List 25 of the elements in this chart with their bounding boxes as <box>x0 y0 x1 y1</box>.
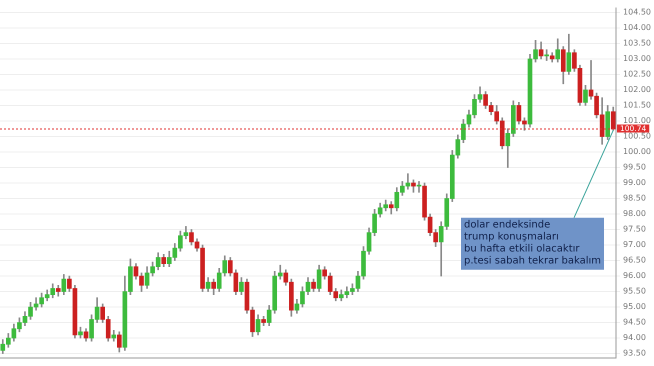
y-tick-label: 102.00 <box>623 85 652 94</box>
y-tick-label: 104.50 <box>623 8 652 17</box>
y-tick-label: 102.50 <box>623 70 652 79</box>
y-tick-label: 100.00 <box>623 147 652 156</box>
y-tick-label: 104.00 <box>623 23 652 32</box>
y-tick-label: 95.00 <box>623 302 646 312</box>
y-tick-label: 98.00 <box>623 209 646 218</box>
y-tick-label: 94.50 <box>623 318 646 327</box>
y-tick-label: 99.00 <box>623 178 646 188</box>
y-tick-label: 97.00 <box>623 240 646 250</box>
y-tick-label: 98.50 <box>623 194 646 203</box>
y-tick-label: 96.50 <box>623 256 646 265</box>
candlestick <box>416 181 422 193</box>
y-tick-label: 95.50 <box>623 286 646 296</box>
y-tick-label: 101.00 <box>623 116 652 126</box>
y-tick-label: 103.00 <box>623 54 652 64</box>
annotation: dolar endeksinde trump konuşmaları bu hafta etkili olacaktır p.tesi sabah tekrar bakalım <box>464 219 602 266</box>
y-tick-label: 97.50 <box>623 224 646 234</box>
y-tick-label: 99.50 <box>623 162 646 172</box>
y-tick-label: 93.50 <box>623 348 646 358</box>
y-tick-label: 101.50 <box>623 100 652 110</box>
y-tick-label: 100.50 <box>623 132 652 141</box>
y-tick-label: 103.50 <box>623 38 652 48</box>
y-tick-label: 94.00 <box>623 333 646 342</box>
y-tick-label: 96.00 <box>623 271 646 280</box>
